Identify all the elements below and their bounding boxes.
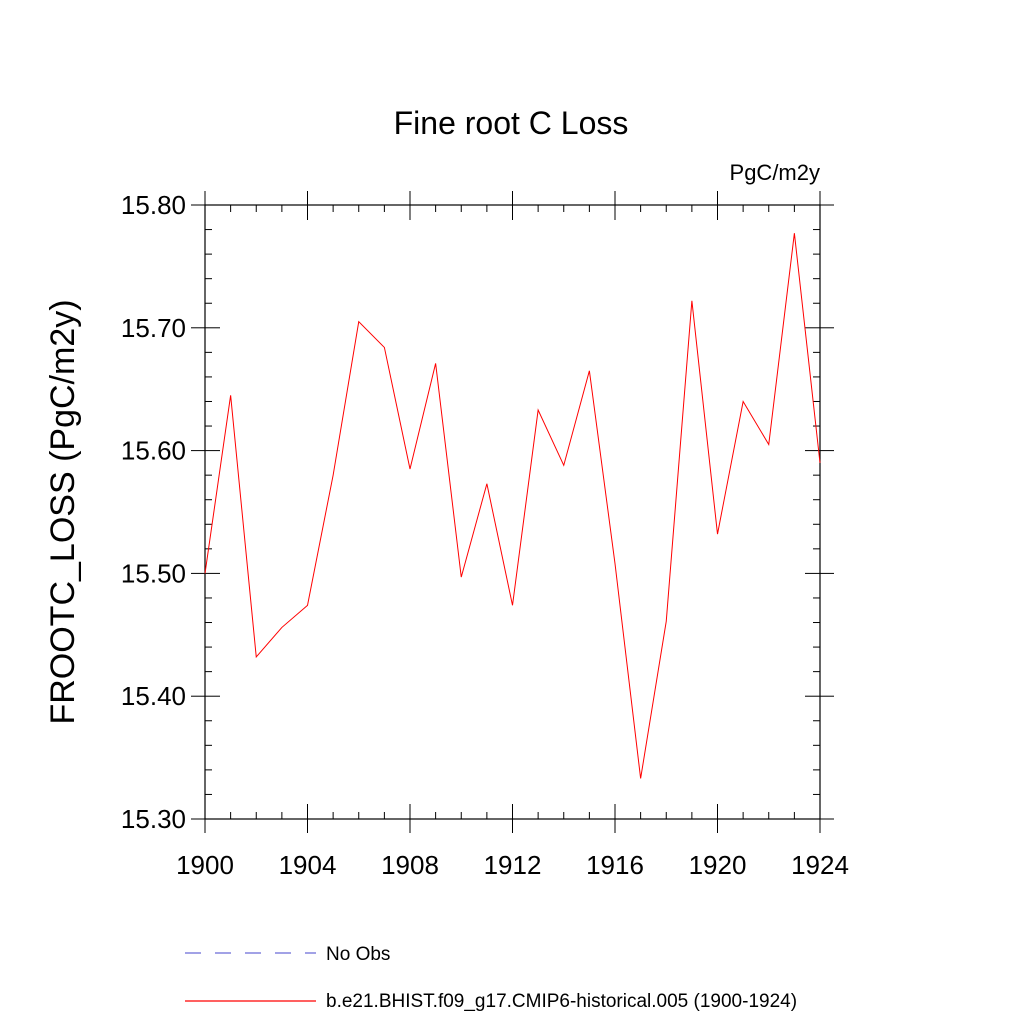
x-tick-label: 1900 bbox=[176, 850, 234, 880]
y-tick-label: 15.80 bbox=[121, 190, 186, 220]
y-axis-label: FROOTC_LOSS (PgC/m2y) bbox=[44, 299, 82, 724]
plot-frame bbox=[204, 204, 821, 820]
y-tick-label: 15.50 bbox=[121, 558, 186, 588]
series-line bbox=[204, 233, 821, 779]
y-tick-label: 15.40 bbox=[121, 681, 186, 711]
x-tick-label: 1924 bbox=[791, 850, 849, 880]
x-tick-label: 1916 bbox=[586, 850, 644, 880]
y-tick-label: 15.30 bbox=[121, 804, 186, 834]
x-tick-label: 1904 bbox=[279, 850, 337, 880]
x-tick-label: 1912 bbox=[484, 850, 542, 880]
axis-ticks bbox=[191, 191, 834, 833]
series-layer bbox=[204, 233, 821, 779]
legend-label-historical: b.e21.BHIST.f09_g17.CMIP6-historical.005… bbox=[326, 991, 797, 1012]
legend: No Obs b.e21.BHIST.f09_g17.CMIP6-histori… bbox=[185, 944, 797, 1012]
y-tick-label: 15.60 bbox=[121, 436, 186, 466]
x-tick-label: 1908 bbox=[381, 850, 439, 880]
units-label: PgC/m2y bbox=[730, 160, 820, 185]
chart-title: Fine root C Loss bbox=[394, 105, 629, 141]
legend-label-no-obs: No Obs bbox=[326, 944, 390, 965]
y-tick-label: 15.70 bbox=[121, 313, 186, 343]
x-tick-label: 1920 bbox=[689, 850, 747, 880]
tick-labels: 1900 1904 1908 1912 1916 1920 1924 15.30 15.40 15… bbox=[121, 190, 849, 880]
